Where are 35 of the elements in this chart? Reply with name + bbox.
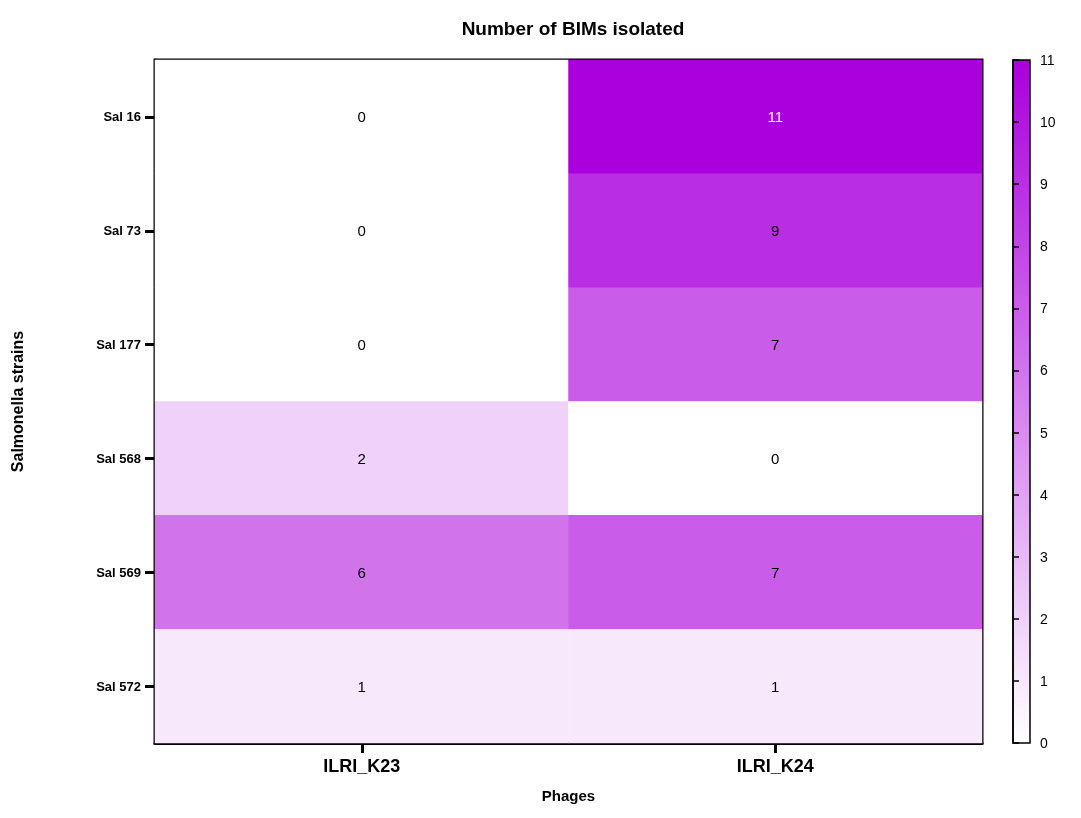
color-bar-label: 4: [1040, 486, 1048, 503]
y-tick-label: Sal 177: [96, 337, 141, 353]
data-label: 0: [771, 449, 780, 467]
x-tick-label: ILRI_K23: [323, 756, 401, 776]
data-label: 9: [771, 222, 780, 240]
color-bar-label: 2: [1040, 610, 1048, 627]
color-bar-label: 0: [1040, 735, 1048, 751]
y-tick-label: Sal 572: [96, 678, 141, 694]
color-bar-label: 7: [1040, 300, 1048, 317]
color-bar-label: 3: [1040, 548, 1048, 565]
color-bar-label: 1: [1040, 672, 1048, 689]
y-axis-title: Salmonella strains: [8, 330, 26, 473]
y-tick-label: Sal 569: [96, 564, 141, 580]
data-label: 6: [357, 563, 366, 581]
color-bar-label: 6: [1040, 362, 1048, 379]
chart-title: Number of BIMs isolated: [461, 18, 685, 39]
data-label: 11: [767, 108, 784, 126]
data-label: 1: [357, 677, 366, 695]
color-bar-label: 10: [1040, 114, 1056, 131]
x-tick-label: ILRI_K24: [736, 756, 814, 776]
data-label: 0: [357, 336, 366, 354]
color-bar-label: 5: [1040, 424, 1048, 441]
data-label: 2: [357, 449, 366, 467]
y-tick-label: Sal 16: [103, 109, 141, 125]
data-label: 1: [771, 677, 780, 695]
y-tick-label: Sal 73: [103, 223, 141, 239]
y-tick-label: Sal 568: [96, 450, 141, 466]
color-bar-label: 8: [1040, 238, 1048, 255]
x-axis-title: Phages: [541, 787, 596, 804]
data-label: 0: [357, 108, 366, 126]
data-label: 0: [357, 222, 366, 240]
color-bar-label: 9: [1040, 176, 1048, 193]
data-label: 7: [771, 336, 780, 354]
data-label: 7: [771, 563, 780, 581]
color-bar-label: 11: [1040, 52, 1055, 68]
